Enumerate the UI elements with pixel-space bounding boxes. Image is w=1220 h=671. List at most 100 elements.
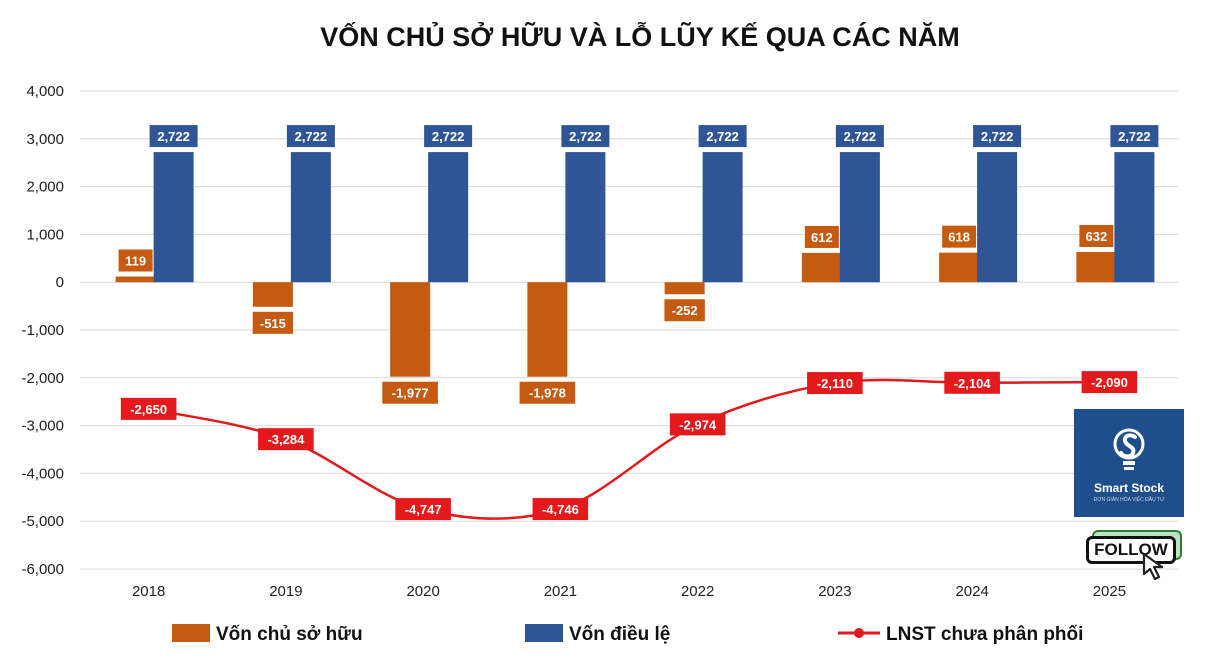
label-von-dieu-le-box — [286, 125, 335, 148]
label-von-chu-so-huu-box — [1079, 224, 1114, 247]
logo-name: Smart Stock — [1093, 481, 1165, 495]
y-tick-label: 1,000 — [26, 226, 64, 243]
y-tick-label: -6,000 — [21, 561, 64, 578]
label-von-dieu-le-text: 2,722 — [706, 129, 739, 144]
label-von-chu-so-huu-text: 618 — [948, 230, 970, 245]
y-tick-label: -5,000 — [21, 513, 64, 530]
label-von-chu-so-huu: 612 — [804, 225, 839, 248]
smart-stock-logo[interactable]: Smart Stock ĐƠN GIẢN HÓA VIỆC ĐẦU TƯ — [1074, 409, 1184, 517]
label-lnst-box — [669, 413, 726, 436]
label-lnst-text: -2,110 — [817, 376, 853, 391]
label-lnst: -2,104 — [944, 371, 1000, 394]
legend: Vốn chủ sở hữu Vốn điều lệ LNST chưa phân … — [172, 624, 1083, 645]
bar-von-dieu-le — [1114, 152, 1155, 283]
bars — [115, 152, 1155, 377]
y-tick-label: 4,000 — [26, 83, 64, 100]
x-tick-label: 2021 — [544, 583, 577, 600]
label-lnst-box — [1081, 371, 1138, 394]
label-von-dieu-le-box — [835, 125, 884, 148]
y-tick-label: 3,000 — [26, 131, 64, 148]
y-tick-label: 2,000 — [26, 179, 64, 196]
bar-von-chu-so-huu — [801, 252, 842, 283]
label-von-chu-so-huu: 632 — [1079, 224, 1114, 247]
y-tick-label: -2,000 — [21, 370, 64, 387]
label-von-chu-so-huu-box — [382, 381, 438, 404]
label-lnst-text: -4,747 — [405, 502, 442, 517]
lightbulb-s-icon — [1113, 428, 1145, 470]
label-lnst: -2,650 — [120, 397, 177, 420]
label-von-dieu-le-text: 2,722 — [1118, 129, 1151, 144]
x-axis: 2018 2019 2020 2021 2022 2023 2024 2025 — [132, 583, 1126, 600]
bar-von-dieu-le — [428, 152, 469, 283]
label-von-chu-so-huu: -1,978 — [519, 381, 576, 404]
y-axis: 4,000 3,000 2,000 1,000 0 -1,000 -2,000 -3,000 -… — [21, 83, 64, 578]
bar-von-chu-so-huu — [939, 252, 980, 283]
label-lnst-text: -2,650 — [130, 402, 167, 417]
label-von-dieu-le-text: 2,722 — [981, 129, 1014, 144]
label-lnst-box — [532, 498, 589, 521]
label-von-dieu-le: 2,722 — [835, 125, 884, 148]
label-von-chu-so-huu-box — [118, 249, 153, 272]
x-tick-label: 2019 — [269, 583, 302, 600]
label-lnst: -2,110 — [807, 372, 863, 395]
label-lnst-box — [944, 371, 1000, 394]
label-von-chu-so-huu: 119 — [118, 249, 153, 272]
label-von-dieu-le-box — [149, 125, 198, 148]
y-tick-label: -1,000 — [21, 322, 64, 339]
label-von-dieu-le: 2,722 — [973, 125, 1022, 148]
label-von-dieu-le-box — [561, 125, 610, 148]
bar-von-dieu-le — [839, 152, 880, 283]
follow-button-label: FOLLOW — [1086, 536, 1176, 564]
bar-von-chu-so-huu — [115, 276, 156, 283]
bar-von-dieu-le — [290, 152, 331, 283]
label-von-dieu-le: 2,722 — [561, 125, 610, 148]
grid-lines — [80, 90, 1178, 570]
label-lnst: -2,974 — [669, 413, 726, 436]
label-lnst: -2,090 — [1081, 371, 1138, 394]
legend-label-von-chu-so-huu: Vốn chủ sở hữu — [216, 624, 363, 645]
label-von-chu-so-huu-box — [519, 381, 576, 404]
label-lnst-text: -2,090 — [1091, 375, 1128, 390]
legend-marker-lnst — [854, 628, 864, 638]
label-von-chu-so-huu-box — [942, 225, 977, 248]
label-von-chu-so-huu: -515 — [252, 311, 294, 334]
bar-von-dieu-le — [153, 152, 194, 283]
x-tick-label: 2020 — [406, 583, 439, 600]
label-lnst-text: -2,104 — [954, 376, 992, 391]
y-tick-label: -3,000 — [21, 418, 64, 435]
label-lnst-box — [395, 498, 451, 521]
x-tick-label: 2023 — [818, 583, 851, 600]
label-lnst: -4,747 — [395, 498, 451, 521]
label-lnst-box — [258, 428, 314, 451]
x-tick-label: 2024 — [955, 583, 988, 600]
follow-button[interactable]: FOLLOW — [1080, 530, 1182, 581]
legend-label-lnst: LNST chưa phân phối — [886, 624, 1083, 645]
label-von-chu-so-huu-text: 119 — [125, 254, 146, 269]
legend-swatch-von-dieu-le — [525, 624, 563, 642]
label-von-dieu-le-box — [973, 125, 1022, 148]
label-lnst: -3,284 — [258, 428, 314, 451]
label-von-chu-so-huu-text: 632 — [1086, 229, 1108, 244]
label-von-chu-so-huu-text: -515 — [260, 316, 286, 331]
y-tick-label: 0 — [56, 274, 64, 291]
label-von-dieu-le: 2,722 — [698, 125, 747, 148]
label-von-dieu-le-text: 2,722 — [157, 129, 190, 144]
label-von-dieu-le-text: 2,722 — [569, 129, 602, 144]
x-tick-label: 2022 — [681, 583, 714, 600]
label-lnst-text: -4,746 — [542, 502, 579, 517]
label-von-chu-so-huu: -252 — [664, 299, 705, 322]
label-von-chu-so-huu: 618 — [942, 225, 977, 248]
label-von-dieu-le-box — [424, 125, 473, 148]
label-lnst-box — [807, 372, 863, 395]
label-von-dieu-le: 2,722 — [1110, 125, 1159, 148]
bar-von-dieu-le — [702, 152, 743, 283]
label-lnst-text: -2,974 — [679, 417, 717, 432]
label-von-chu-so-huu-text: -1,978 — [529, 386, 566, 401]
label-von-chu-so-huu-text: -1,977 — [392, 386, 429, 401]
legend-swatch-von-chu-so-huu — [172, 624, 210, 642]
y-tick-label: -4,000 — [21, 465, 64, 482]
legend-label-von-dieu-le: Vốn điều lệ — [569, 624, 670, 645]
label-lnst-text: -3,284 — [267, 432, 305, 447]
label-von-dieu-le: 2,722 — [286, 125, 335, 148]
